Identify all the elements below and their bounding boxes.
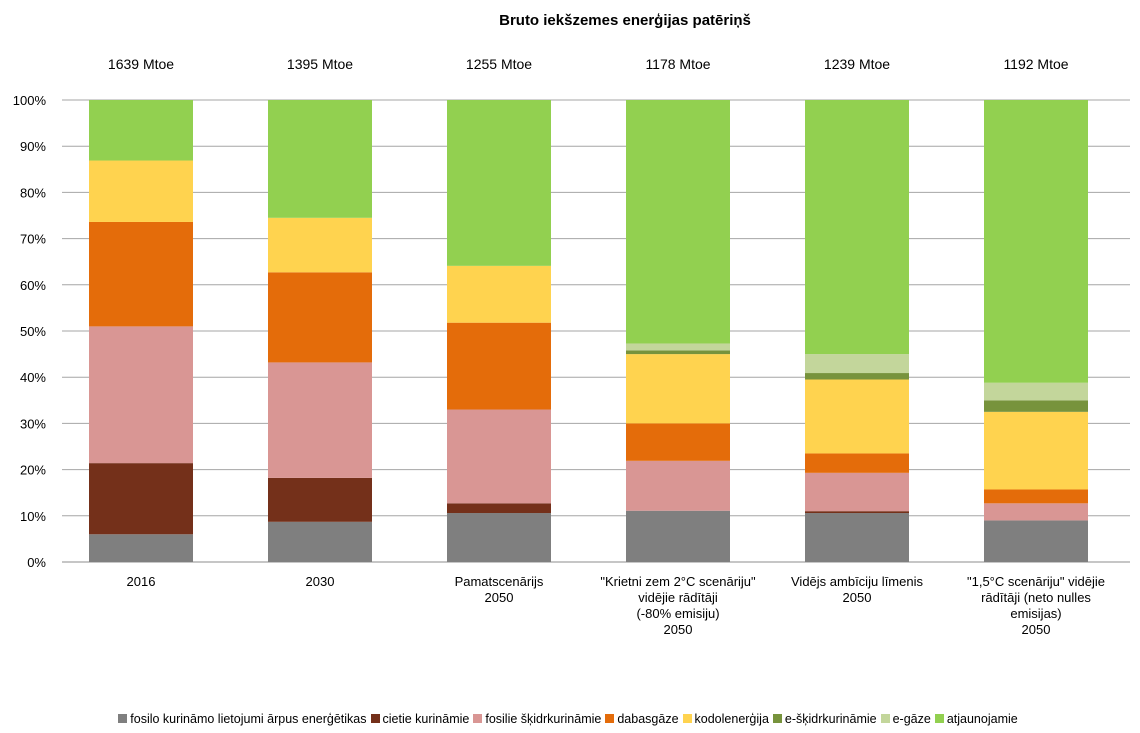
bar-segment [984,520,1088,562]
bar-segment [626,510,730,562]
bar-segment [268,217,372,273]
x-category-label: 2016 [127,574,156,589]
y-tick-label: 40% [20,370,46,385]
legend-label: e-gāze [892,712,931,726]
bar-segment [447,513,551,562]
x-category-label: Vidējs ambīciju līmenis 2050 [791,574,923,605]
legend-item: fosilie šķidrkurināmie [473,712,601,726]
bar-segment [89,160,193,222]
legend-swatch [605,714,615,723]
bar-segment [805,513,909,562]
bar-segment [626,354,730,424]
legend-item: fosilo kurināmo lietojumi ārpus enerģēti… [118,712,367,726]
bar-segment [447,409,551,504]
bar-segment [805,511,909,514]
bar-segment [805,453,909,473]
bar-segment [626,460,730,511]
bar-segment [984,400,1088,412]
legend-swatch [370,714,380,723]
legend-swatch [880,714,890,723]
y-tick-label: 50% [20,324,46,339]
legend-label: fosilo kurināmo lietojumi ārpus enerģēti… [130,712,367,726]
legend-swatch [682,714,692,723]
bar-segment [89,326,193,464]
legend-item: e-šķidrkurināmie [772,712,877,726]
x-category-label: Pamatscenārijs 2050 [455,574,544,605]
y-tick-label: 0% [27,555,46,570]
bar-segment [447,503,551,514]
legend-item: e-gāze [880,712,931,726]
legend-swatch [772,714,782,723]
legend: fosilo kurināmo lietojumi ārpus enerģēti… [0,712,1140,726]
legend-swatch [118,714,128,723]
bar-total-label: 1178 Mtoe [645,56,710,72]
bar-segment [268,477,372,522]
legend-swatch [934,714,944,723]
bar-segment [447,100,551,266]
bar-segment [89,221,193,327]
bar-total-label: 1192 Mtoe [1003,56,1068,72]
bar-segment [626,350,730,355]
bar-total-label: 1255 Mtoe [466,56,532,72]
bar-segment [626,343,730,351]
legend-swatch [473,714,483,723]
x-axis-labels: 2016 2030 Pamatscenārijs 2050 "Krietni zem 2… [127,574,1105,637]
bar-segment [89,534,193,562]
legend-label: kodolenerģija [694,712,769,726]
y-tick-label: 80% [20,185,46,200]
bar-segment [89,463,193,535]
bar-total-label: 1395 Mtoe [287,56,353,72]
bar-segment [805,373,909,380]
bar-segment [626,100,730,344]
x-category-label: "Krietni zem 2°C scenāriju" vidējie rādīt… [600,574,756,637]
y-tick-label: 90% [20,139,46,154]
bar-segment [447,322,551,410]
legend-item: dabasgāze [605,712,679,726]
legend-item: atjaunojamie [934,712,1018,726]
bar-total-label: 1639 Mtoe [108,56,174,72]
legend-label: fosilie šķidrkurināmie [485,712,602,726]
y-tick-label: 30% [20,416,46,431]
bar-annotations: 1639 Mtoe 1395 Mtoe 1255 Mtoe 1178 Mtoe 1239… [108,56,1069,72]
legend-label: atjaunojamie [946,712,1018,726]
bar-segment [447,265,551,323]
bars [89,100,1088,562]
bar-segment [268,272,372,363]
bar-segment [805,100,909,355]
legend-label: e-šķidrkurināmie [784,712,877,726]
legend-item: kodolenerģija [682,712,769,726]
bar-segment [268,521,372,562]
chart-title: Bruto iekšzemes enerģijas patēriņš [499,12,751,29]
bar-segment [805,354,909,374]
x-category-label: "1,5°C scenāriju" vidējie rādītāji (neto … [967,574,1105,637]
bar-segment [805,472,909,512]
bar-segment [984,489,1088,504]
bar-segment [984,411,1088,490]
y-tick-label: 100% [13,93,47,108]
y-tick-label: 70% [20,232,46,247]
y-tick-label: 10% [20,509,46,524]
y-tick-label: 60% [20,278,46,293]
bar-segment [268,362,372,478]
bar-segment [805,379,909,454]
bar-segment [984,382,1088,401]
bar-segment [89,100,193,161]
y-tick-label: 20% [20,463,46,478]
bar-segment [626,423,730,461]
bar-segment [984,100,1088,383]
legend-label: cietie kurināmie [382,712,470,726]
y-axis-ticks: 0% 10% 20% 30% 40% 50% 60% 70% 80% 90% 100% [13,93,47,570]
legend-item: cietie kurināmie [370,712,470,726]
legend-label: dabasgāze [617,712,679,726]
x-category-label: 2030 [306,574,335,589]
bar-total-label: 1239 Mtoe [824,56,890,72]
bar-segment [268,100,372,218]
bar-segment [984,503,1088,521]
grid-lines [62,99,1130,563]
